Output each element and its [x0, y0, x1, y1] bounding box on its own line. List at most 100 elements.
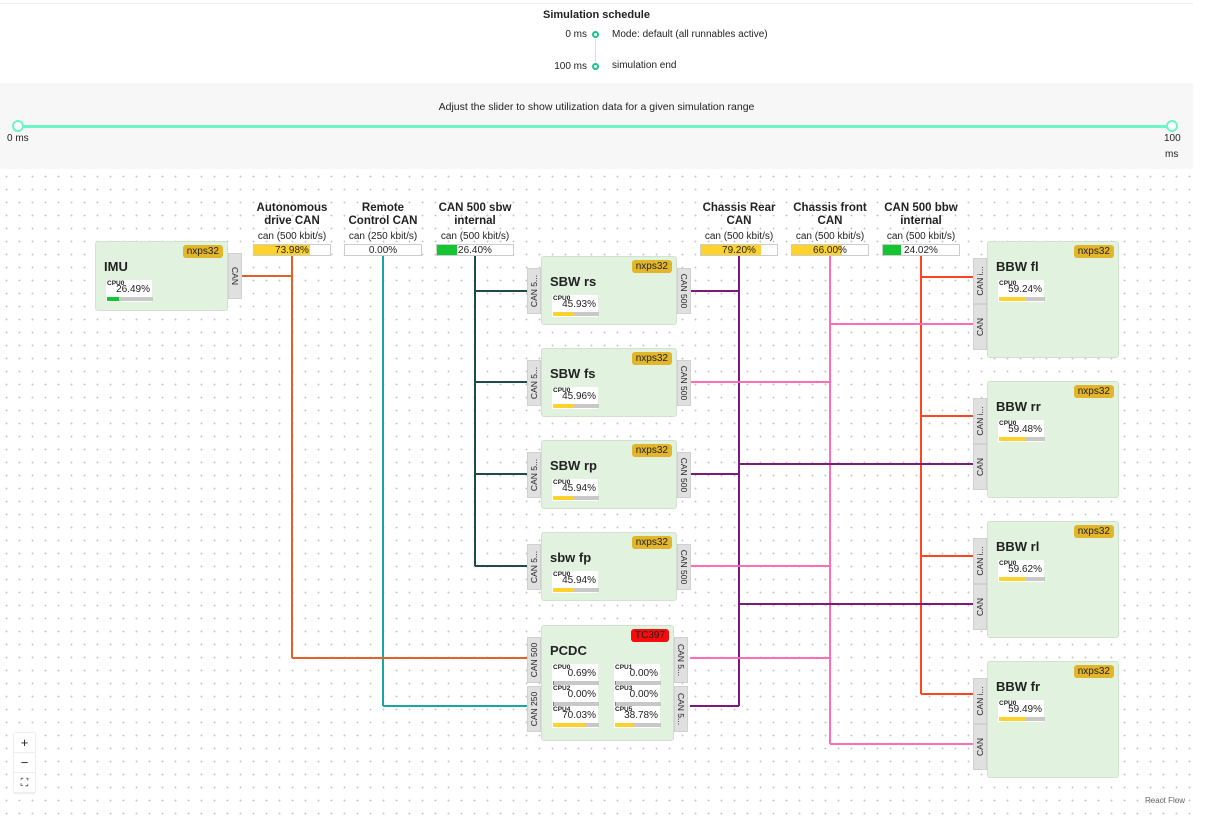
ecu-node-bbwfr[interactable]: BBW fr nxps32 CPU0 59.49% [987, 661, 1119, 778]
chip-badge: nxps32 [1073, 245, 1114, 258]
cpu-utilization: CPU5 38.78% [614, 706, 661, 728]
port-handle[interactable]: CAN [973, 444, 987, 490]
schedule-label: Mode: default (all runnables active) [612, 29, 768, 40]
range-slider-panel: Adjust the slider to show utilization da… [0, 83, 1193, 169]
bus-utilization-value: 0.00% [368, 245, 398, 256]
port-handle[interactable]: CAN [228, 253, 242, 299]
bus-bbwint[interactable]: CAN 500 bbw internal can (500 kbit/s) 24.… [881, 202, 961, 256]
cpu-utilization: CPU1 0.00% [614, 664, 661, 686]
node-name: BBW rr [996, 399, 1041, 414]
slider-caption: Adjust the slider to show utilization da… [438, 101, 755, 113]
node-name: BBW fl [996, 259, 1039, 274]
slider-max-label: 100 [1164, 133, 1181, 144]
slider-track[interactable] [18, 125, 1173, 128]
flow-canvas[interactable]: + − ⛶ React Flow Autonomous drive CAN can… [0, 170, 1193, 815]
cpu-utilization: CPU0 59.24% [998, 280, 1045, 302]
bus-speed: can (500 kbit/s) [704, 231, 774, 242]
zoom-out-button[interactable]: − [14, 753, 35, 773]
port-handle[interactable]: CAN 500 [527, 637, 541, 683]
slider-start-handle[interactable] [12, 120, 24, 132]
chip-badge: nxps32 [631, 444, 672, 457]
cpu-utilization: CPU0 59.48% [998, 420, 1045, 442]
schedule-title: Simulation schedule [543, 9, 650, 21]
bus-utilization-bar: 24.02% [882, 244, 960, 256]
bus-utilization-bar: 0.00% [344, 244, 422, 256]
cpu-utilization: CPU4 70.03% [552, 706, 599, 728]
port-handle[interactable]: CAN 500 [677, 451, 691, 498]
bus-rear[interactable]: Chassis Rear CAN can (500 kbit/s) 79.20% [699, 202, 779, 256]
ecu-node-bbwrl[interactable]: BBW rl nxps32 CPU0 59.62% [987, 521, 1119, 638]
bus-name: Chassis front CAN [793, 202, 867, 227]
slider-end-handle[interactable] [1166, 120, 1178, 132]
port-handle[interactable]: CAN 5... [527, 267, 541, 314]
port-handle[interactable]: CAN i... [973, 678, 987, 724]
node-name: sbw fp [550, 550, 592, 565]
bus-utilization-fill [437, 245, 458, 255]
chip-badge: nxps32 [631, 536, 672, 549]
port-handle[interactable]: CAN 500 [677, 359, 691, 406]
ecu-node-sbwfp[interactable]: sbw fp nxps32 CPU0 45.94% [541, 532, 677, 601]
port-handle[interactable]: CAN 250 [527, 686, 541, 732]
schedule-label: simulation end [612, 60, 677, 71]
bus-utilization-bar: 66.00% [791, 244, 869, 256]
zoom-in-button[interactable]: + [14, 733, 35, 753]
bus-utilization-fill [883, 245, 902, 255]
cpu-utilization: CPU3 0.00% [614, 685, 661, 707]
schedule-line [595, 39, 596, 62]
edges-layer [242, 250, 973, 745]
node-name: SBW rp [550, 458, 597, 473]
cpu-utilization: CPU0 45.93% [552, 295, 599, 317]
slider-min-label: 0 ms [7, 133, 29, 144]
schedule-dot [592, 63, 599, 70]
port-handle[interactable]: CAN [973, 584, 987, 630]
ecu-node-bbwrr[interactable]: BBW rr nxps32 CPU0 59.48% [987, 381, 1119, 498]
port-handle[interactable]: CAN [973, 724, 987, 770]
port-handle[interactable]: CAN 5... [674, 637, 688, 683]
node-name: SBW fs [550, 366, 596, 381]
port-handle[interactable]: CAN 500 [677, 267, 691, 314]
port-handle[interactable]: CAN 5... [674, 686, 688, 732]
ecu-node-sbwfs[interactable]: SBW fs nxps32 CPU0 45.96% [541, 348, 677, 417]
ecu-node-pcdc[interactable]: PCDC TC397 CPU0 0.69% CPU1 0.00% CPU2 0.00% CPU… [541, 625, 674, 741]
cpu-utilization: CPU0 0.69% [552, 664, 599, 686]
bus-sbwint[interactable]: CAN 500 sbw internal can (500 kbit/s) 26.… [435, 202, 515, 256]
bus-speed: can (500 kbit/s) [795, 231, 865, 242]
port-handle[interactable]: CAN i... [973, 258, 987, 304]
bus-auto[interactable]: Autonomous drive CAN can (500 kbit/s) 73.… [252, 202, 332, 256]
chip-badge: nxps32 [1073, 385, 1114, 398]
chip-badge: TC397 [630, 629, 669, 642]
cpu-utilization: CPU2 0.00% [552, 685, 599, 707]
bus-remote[interactable]: Remote Control CAN can (250 kbit/s) 0.00% [343, 202, 423, 256]
chip-badge: nxps32 [182, 245, 223, 258]
simulation-schedule: Simulation schedule 0 ms Mode: default (… [0, 3, 1193, 83]
bus-speed: can (250 kbit/s) [348, 231, 418, 242]
node-name: IMU [104, 259, 128, 274]
node-name: SBW rs [550, 274, 597, 289]
port-handle[interactable]: CAN [973, 304, 987, 350]
port-handle[interactable]: CAN i... [973, 538, 987, 584]
port-handle[interactable]: CAN i... [973, 398, 987, 444]
node-name: PCDC [550, 643, 587, 658]
slider-max-unit: ms [1165, 149, 1179, 160]
port-handle[interactable]: CAN 500 [677, 543, 691, 590]
bus-utilization-fill [701, 245, 762, 255]
chip-badge: nxps32 [1073, 665, 1114, 678]
bus-utilization-bar: 79.20% [700, 244, 778, 256]
fit-view-button[interactable]: ⛶ [14, 773, 35, 793]
ecu-node-sbwrp[interactable]: SBW rp nxps32 CPU0 45.94% [541, 440, 677, 509]
cpu-utilization: CPU0 45.96% [552, 387, 599, 409]
bus-utilization-fill [254, 245, 311, 255]
bus-front[interactable]: Chassis front CAN can (500 kbit/s) 66.00% [790, 202, 870, 256]
attribution[interactable]: React Flow [1144, 796, 1185, 805]
ecu-node-imu[interactable]: IMU nxps32 CPU0 26.49% [95, 241, 228, 311]
port-handle[interactable]: CAN 5... [527, 359, 541, 406]
bus-speed: can (500 kbit/s) [440, 231, 510, 242]
bus-utilization-value: 24.02% [904, 245, 938, 256]
bus-name: Chassis Rear CAN [702, 202, 776, 227]
bus-utilization-value: 73.98% [275, 245, 309, 256]
ecu-node-bbwfl[interactable]: BBW fl nxps32 CPU0 59.24% [987, 241, 1119, 358]
bus-speed: can (500 kbit/s) [886, 231, 956, 242]
ecu-node-sbwrs[interactable]: SBW rs nxps32 CPU0 45.93% [541, 256, 677, 325]
port-handle[interactable]: CAN 5... [527, 451, 541, 498]
port-handle[interactable]: CAN 5... [527, 543, 541, 590]
